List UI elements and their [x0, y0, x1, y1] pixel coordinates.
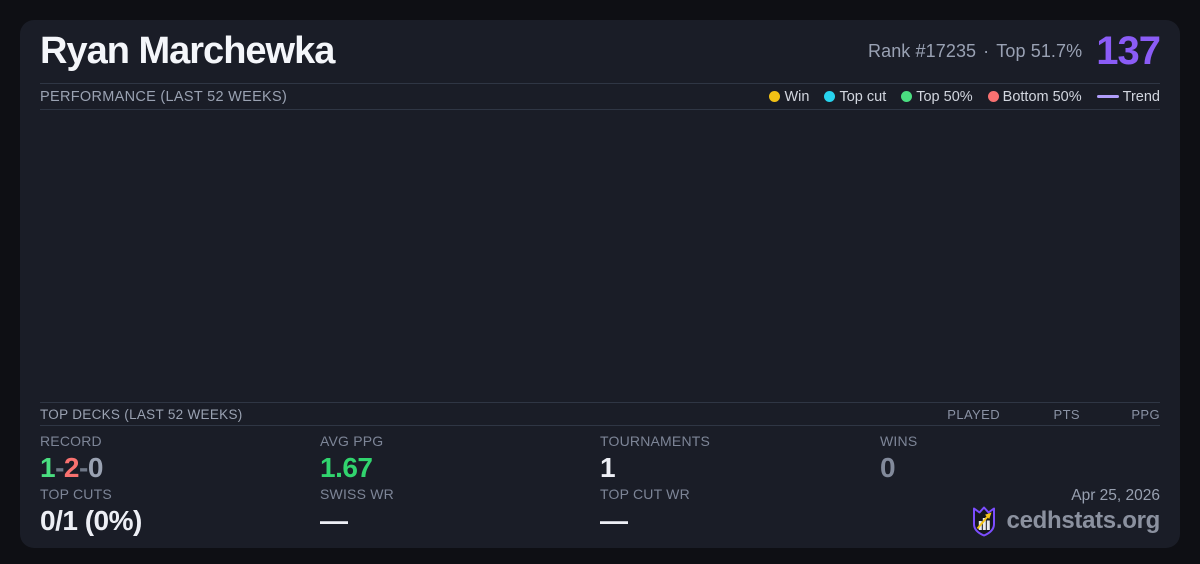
- top-decks-section-title: TOP DECKS (LAST 52 WEEKS): [40, 406, 243, 422]
- stat-tournaments: TOURNAMENTS 1: [600, 433, 880, 487]
- column-header-played: PLAYED: [947, 406, 1000, 422]
- column-header-ppg: PPG: [1131, 406, 1160, 422]
- player-stats-card: Ryan Marchewka Rank #17235 · Top 51.7% 137…: [20, 20, 1180, 548]
- date-text: Apr 25, 2026: [1071, 487, 1160, 504]
- legend-item-top-cut: Top cut: [824, 89, 886, 105]
- win-dot-icon: [769, 91, 781, 103]
- legend-label: Win: [784, 88, 810, 105]
- legend-label: Top cut: [839, 88, 887, 105]
- cedhstats-logo-icon: [972, 506, 995, 537]
- legend-label: Bottom 50%: [1002, 88, 1082, 105]
- stat-record: RECORD 1-2-0: [40, 433, 320, 487]
- stat-label: AVG PPG: [320, 433, 384, 449]
- swiss-wr-value: —: [320, 505, 348, 537]
- performance-chart: [40, 110, 1160, 402]
- top-percent: Top 51.7%: [996, 40, 1083, 61]
- rank-number: Rank #17235: [867, 40, 977, 61]
- header-divider: [40, 82, 1160, 84]
- top-cut-wr-value: —: [600, 505, 628, 537]
- top-decks-divider-bottom: [40, 425, 1160, 426]
- column-header-pts: PTS: [1053, 406, 1080, 422]
- performance-divider: [40, 109, 1160, 111]
- performance-section-title: PERFORMANCE (LAST 52 WEEKS): [40, 88, 288, 105]
- stats-grid: RECORD 1-2-0 AVG PPG 1.67 TOURNAMENTS 1 …: [40, 426, 1160, 548]
- stat-label: RECORD: [40, 433, 102, 449]
- wins-value: 0: [880, 452, 896, 484]
- bottom-50-dot-icon: [987, 91, 999, 103]
- stat-label: TOP CUTS: [40, 486, 112, 502]
- stat-swiss-wr: SWISS WR —: [320, 486, 600, 540]
- player-score: 137: [1096, 29, 1161, 74]
- player-name: Ryan Marchewka: [40, 30, 335, 73]
- performance-section-header: PERFORMANCE (LAST 52 WEEKS) Win Top cut …: [40, 84, 1160, 109]
- brand-text: cedhstats.org: [1006, 507, 1161, 534]
- stat-avg-ppg: AVG PPG 1.67: [320, 433, 600, 487]
- brand-link[interactable]: cedhstats.org: [969, 505, 1160, 537]
- trend-line-icon: [1096, 95, 1119, 99]
- stat-label: WINS: [880, 433, 918, 449]
- tournaments-value: 1: [600, 452, 616, 484]
- legend-item-trend: Trend: [1096, 88, 1160, 105]
- rank-separator: ·: [983, 40, 990, 61]
- legend-item-bottom-50: Bottom 50%: [987, 88, 1082, 105]
- rank-summary: Rank #17235 · Top 51.7% 137: [868, 29, 1161, 74]
- legend-label: Top 50%: [916, 88, 973, 105]
- card-header: Ryan Marchewka Rank #17235 · Top 51.7% 137: [40, 20, 1161, 83]
- legend-item-win: Win: [769, 89, 809, 105]
- top-decks-divider-top: [40, 402, 1160, 404]
- stat-wins: WINS 0: [880, 433, 1160, 487]
- legend-item-top-50: Top 50%: [901, 88, 973, 105]
- stat-label: TOURNAMENTS: [600, 433, 711, 449]
- chart-legend: Win Top cut Top 50% Bottom 50% Trend: [769, 89, 1160, 105]
- top-decks-columns: PLAYED PTS PPG: [920, 407, 1160, 422]
- stat-label: TOP CUT WR: [600, 486, 690, 502]
- top-50-dot-icon: [901, 91, 913, 103]
- top-cut-dot-icon: [824, 91, 836, 103]
- stat-top-cut-wr: TOP CUT WR —: [600, 486, 880, 540]
- avg-ppg-value: 1.67: [320, 452, 373, 484]
- top-decks-header: TOP DECKS (LAST 52 WEEKS) PLAYED PTS PPG: [40, 403, 1160, 425]
- legend-label: Trend: [1122, 88, 1160, 105]
- rank-text: Rank #17235 · Top 51.7%: [868, 41, 1082, 62]
- record-value: 1-2-0: [40, 452, 103, 484]
- stat-top-cuts: TOP CUTS 0/1 (0%): [40, 486, 320, 540]
- stat-label: SWISS WR: [320, 486, 394, 502]
- card-footer: Apr 25, 2026 cedhstats.org: [880, 487, 1160, 540]
- top-cuts-value: 0/1 (0%): [40, 505, 142, 537]
